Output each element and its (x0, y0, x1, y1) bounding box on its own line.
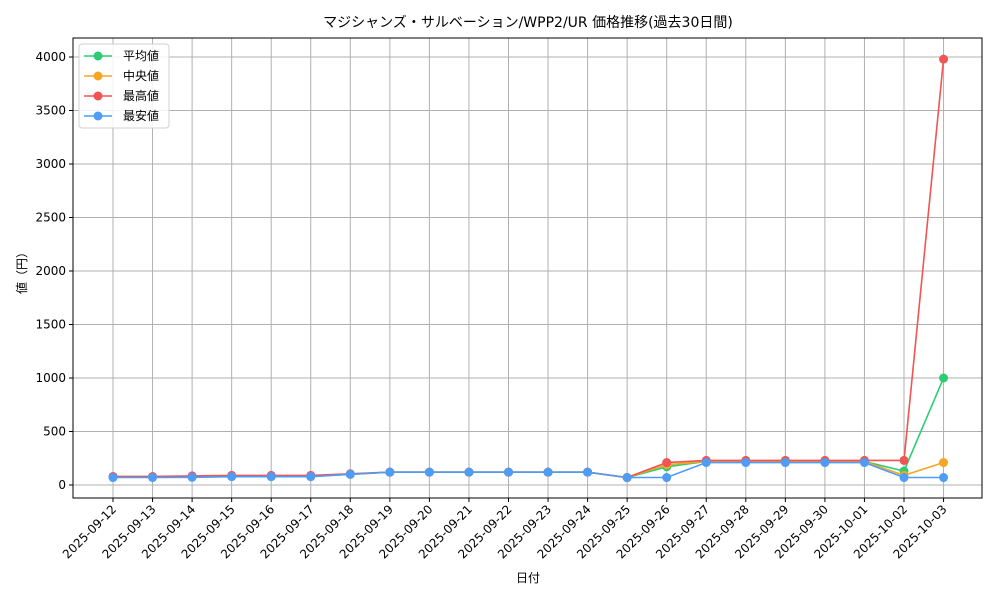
x-axis-ticks: 2025-09-122025-09-132025-09-142025-09-15… (60, 498, 950, 561)
data-point (306, 472, 316, 482)
y-axis-ticks: 0 500 1000 1500 2000 2500 3000 3500 4000 (35, 50, 73, 492)
data-point (504, 467, 513, 477)
grid-lines (73, 38, 982, 498)
data-point (820, 458, 830, 468)
legend-label: 最安値 (123, 108, 159, 123)
y-tick-label: 500 (43, 425, 66, 439)
y-tick-label: 3500 (35, 104, 66, 118)
y-tick-label: 3000 (35, 157, 66, 171)
legend-marker-icon (93, 51, 103, 61)
data-point (227, 472, 237, 482)
legend-marker-icon (93, 71, 103, 81)
y-tick-label: 4000 (35, 50, 66, 64)
data-point (266, 472, 276, 482)
y-tick-label: 1500 (35, 318, 66, 332)
y-tick-label: 2500 (35, 211, 66, 225)
data-point (899, 473, 909, 483)
data-point (148, 473, 158, 483)
data-point (108, 473, 118, 483)
data-point (859, 458, 869, 468)
plot-area-frame (72, 37, 983, 499)
data-point (464, 467, 474, 477)
legend-label: 平均値 (123, 48, 159, 63)
data-point (385, 467, 395, 477)
data-point (701, 458, 711, 468)
y-tick-label: 0 (58, 478, 66, 492)
x-axis-label: 日付 (516, 571, 540, 585)
data-point (899, 455, 909, 465)
legend-label: 最高値 (123, 88, 159, 103)
data-point (424, 467, 434, 477)
data-point (939, 473, 949, 483)
y-axis-label: 値（円） (14, 246, 29, 294)
y-tick-label: 1000 (35, 371, 66, 385)
chart-title: マジシャンズ・サルベーション/WPP2/UR 価格推移(過去30日間) (323, 15, 733, 31)
y-tick-label: 2000 (35, 264, 66, 278)
data-point (187, 472, 197, 482)
legend-marker-icon (93, 91, 103, 101)
data-point (543, 467, 553, 477)
data-point (662, 473, 672, 483)
legend-label: 中央値 (123, 68, 159, 83)
data-point (780, 458, 790, 468)
legend-marker-icon (93, 111, 103, 121)
data-point (741, 458, 751, 468)
data-point (345, 469, 355, 479)
data-point (939, 54, 949, 64)
data-series (108, 54, 949, 483)
series-line (108, 54, 949, 483)
data-point (583, 467, 593, 477)
series-line (108, 458, 949, 483)
data-point (939, 373, 949, 383)
data-point (622, 473, 632, 483)
data-point (662, 458, 672, 468)
data-point (939, 458, 949, 468)
